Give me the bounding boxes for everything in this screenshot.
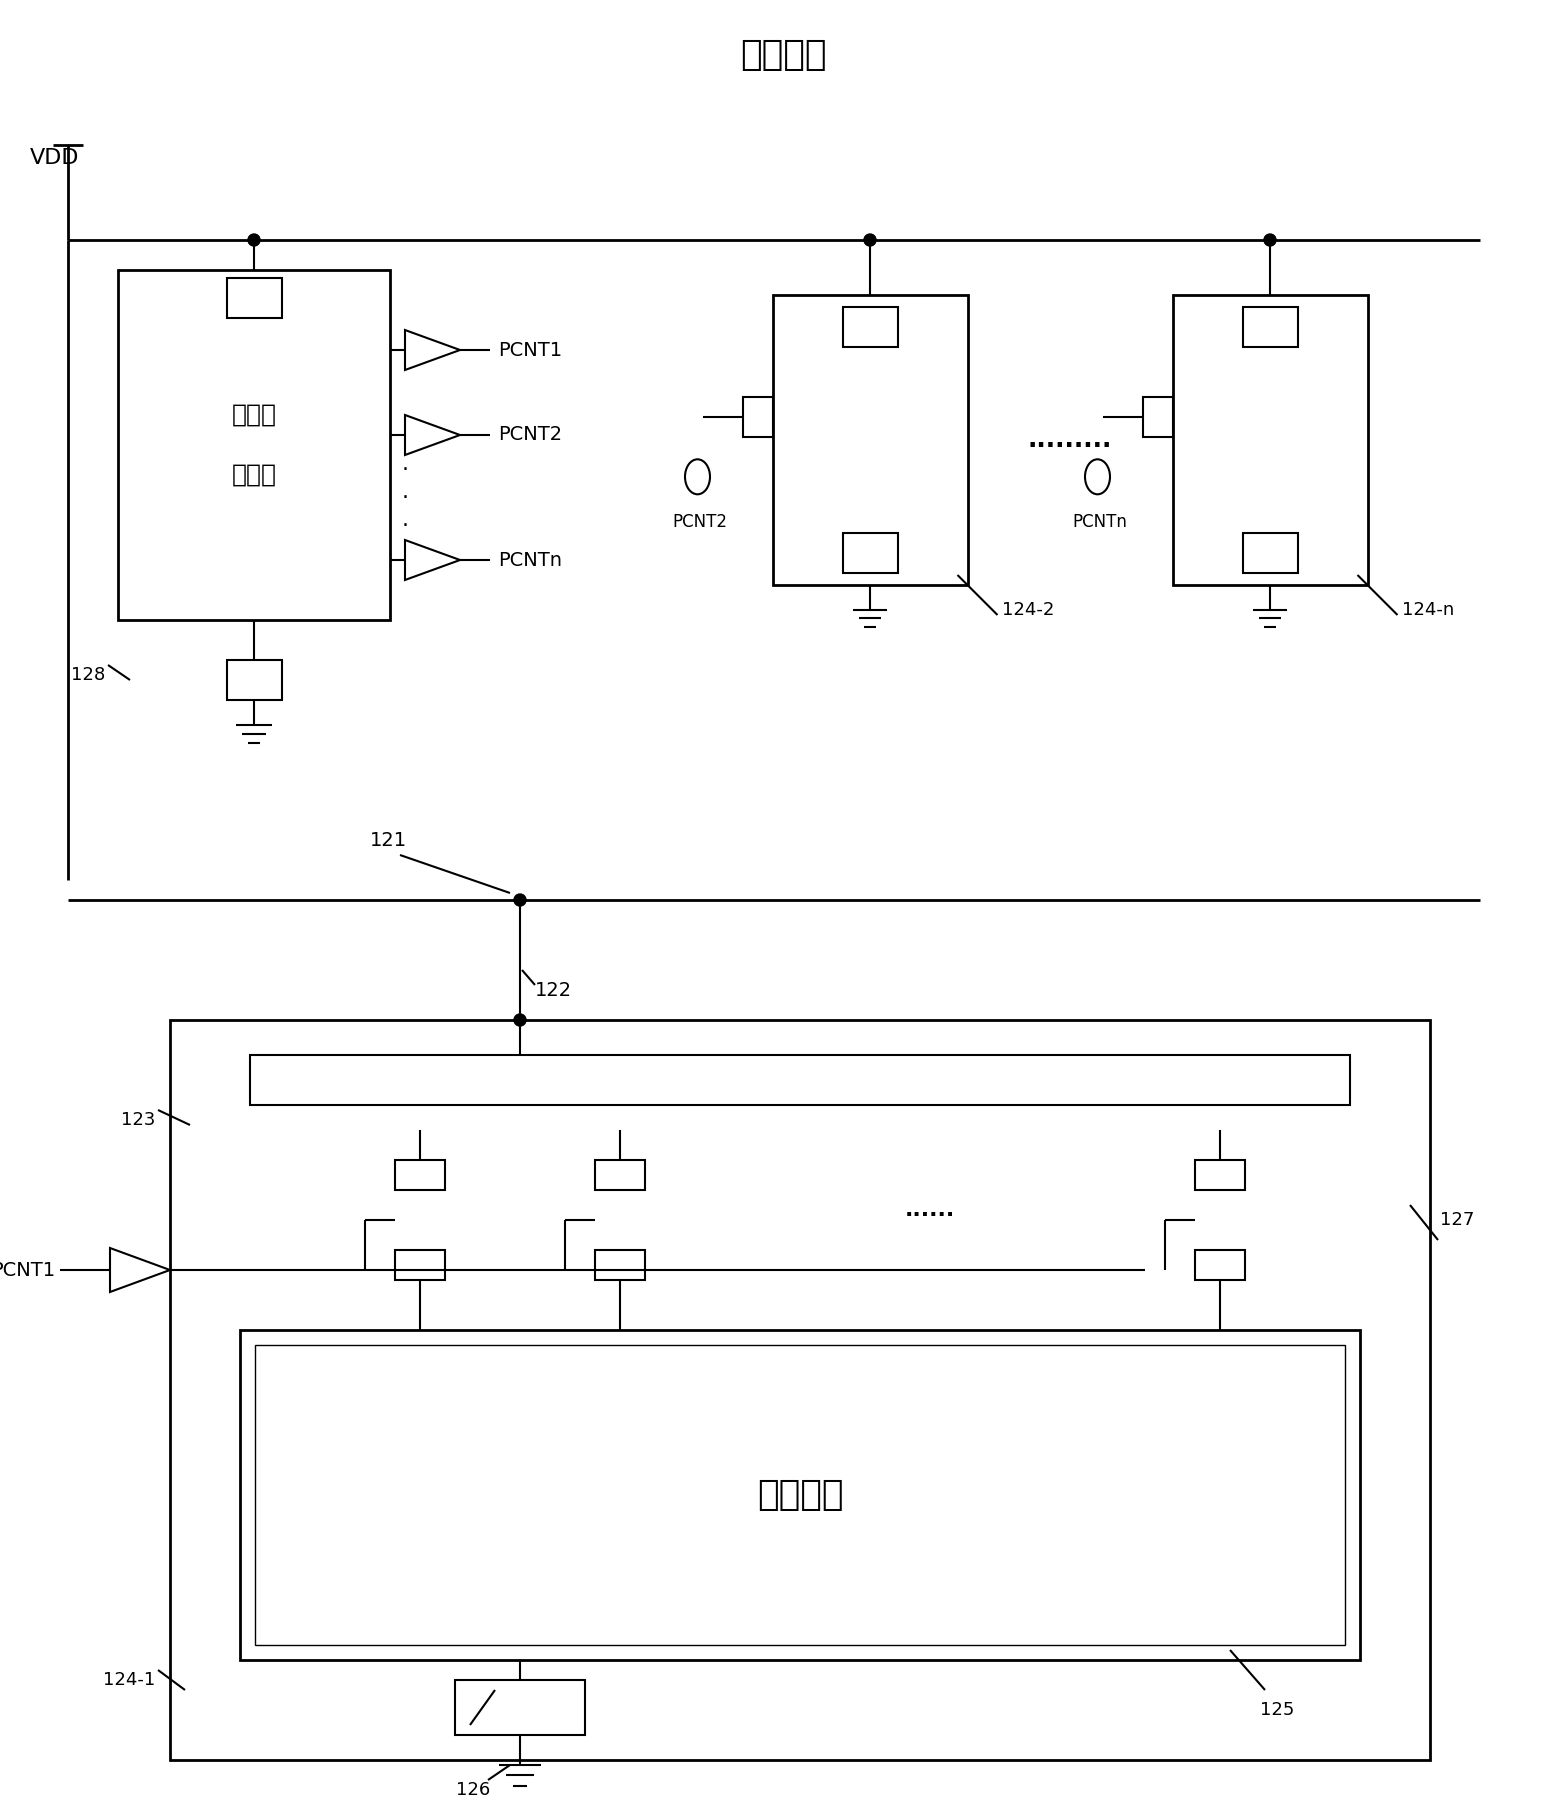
Bar xyxy=(595,1159,646,1190)
Bar xyxy=(843,307,898,347)
Circle shape xyxy=(863,234,876,245)
Bar xyxy=(1243,307,1297,347)
Ellipse shape xyxy=(685,460,710,494)
Bar xyxy=(169,1019,1431,1761)
Bar xyxy=(843,532,898,572)
Text: 124-2: 124-2 xyxy=(1003,601,1055,620)
Bar xyxy=(1196,1159,1246,1190)
Text: 121: 121 xyxy=(370,830,407,850)
Bar xyxy=(773,294,967,585)
Text: PCNT1: PCNT1 xyxy=(0,1261,55,1279)
Bar xyxy=(118,271,390,620)
Text: PCNT1: PCNT1 xyxy=(498,340,563,360)
Bar xyxy=(743,396,773,436)
Bar xyxy=(1142,396,1172,436)
Bar xyxy=(1196,1250,1246,1279)
Text: 126: 126 xyxy=(456,1781,490,1799)
Circle shape xyxy=(1265,234,1276,245)
Text: 123: 123 xyxy=(121,1110,155,1128)
Text: 内部电路: 内部电路 xyxy=(757,1477,843,1512)
Circle shape xyxy=(514,894,527,907)
Text: 128: 128 xyxy=(71,667,105,683)
Bar xyxy=(395,1250,445,1279)
Text: 功率控: 功率控 xyxy=(232,403,276,427)
Bar xyxy=(255,1345,1344,1644)
Text: 制电路: 制电路 xyxy=(232,463,276,487)
Text: .........: ......... xyxy=(1028,429,1113,452)
Polygon shape xyxy=(404,414,461,454)
Polygon shape xyxy=(404,540,461,580)
Bar xyxy=(227,278,282,318)
Bar xyxy=(395,1159,445,1190)
Bar xyxy=(595,1250,646,1279)
Text: ......: ...... xyxy=(904,1199,956,1219)
Bar xyxy=(1172,294,1368,585)
Text: 现有技术: 现有技术 xyxy=(740,38,827,73)
Text: ·
·
·: · · · xyxy=(401,460,409,536)
Text: 124-1: 124-1 xyxy=(103,1672,155,1690)
Circle shape xyxy=(248,234,260,245)
Text: PCNT2: PCNT2 xyxy=(672,512,727,531)
Bar xyxy=(227,660,282,700)
Bar xyxy=(251,1056,1351,1105)
Polygon shape xyxy=(404,331,461,371)
Ellipse shape xyxy=(1084,460,1109,494)
Text: 127: 127 xyxy=(1440,1210,1475,1228)
Text: 122: 122 xyxy=(534,981,572,999)
Bar xyxy=(454,1681,584,1735)
Text: 124-n: 124-n xyxy=(1402,601,1454,620)
Text: PCNTn: PCNTn xyxy=(498,551,563,569)
Text: PCNT2: PCNT2 xyxy=(498,425,563,445)
Text: PCNTn: PCNTn xyxy=(1072,512,1127,531)
Text: 125: 125 xyxy=(1260,1701,1294,1719)
Polygon shape xyxy=(110,1248,169,1292)
Circle shape xyxy=(514,1014,527,1027)
Text: VDD: VDD xyxy=(30,147,80,167)
Bar xyxy=(240,1330,1360,1661)
Bar xyxy=(1243,532,1297,572)
